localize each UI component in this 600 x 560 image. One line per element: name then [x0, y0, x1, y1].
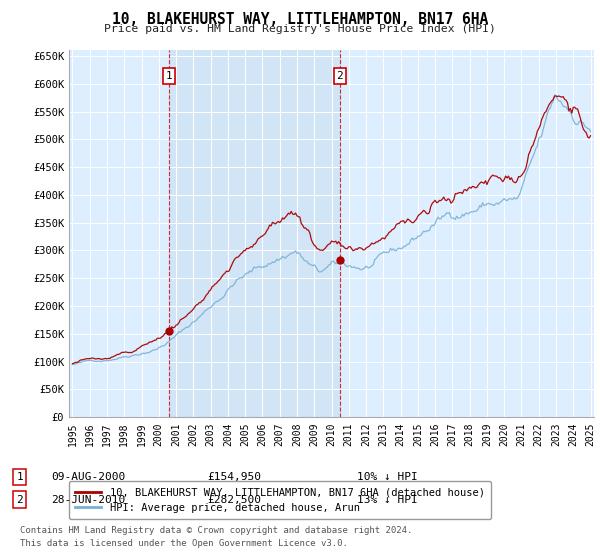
Bar [169, 50, 340, 417]
Text: Contains HM Land Registry data © Crown copyright and database right 2024.: Contains HM Land Registry data © Crown c… [20, 526, 412, 535]
Text: This data is licensed under the Open Government Licence v3.0.: This data is licensed under the Open Gov… [20, 539, 347, 548]
Text: 2: 2 [337, 71, 343, 81]
Text: 1: 1 [16, 472, 23, 482]
Text: £282,500: £282,500 [207, 494, 261, 505]
Text: 10% ↓ HPI: 10% ↓ HPI [357, 472, 418, 482]
Text: 10, BLAKEHURST WAY, LITTLEHAMPTON, BN17 6HA: 10, BLAKEHURST WAY, LITTLEHAMPTON, BN17 … [112, 12, 488, 27]
Text: 2: 2 [16, 494, 23, 505]
Text: 13% ↓ HPI: 13% ↓ HPI [357, 494, 418, 505]
Text: 1: 1 [166, 71, 173, 81]
Text: 28-JUN-2010: 28-JUN-2010 [51, 494, 125, 505]
Text: £154,950: £154,950 [207, 472, 261, 482]
Text: Price paid vs. HM Land Registry's House Price Index (HPI): Price paid vs. HM Land Registry's House … [104, 24, 496, 34]
Text: 09-AUG-2000: 09-AUG-2000 [51, 472, 125, 482]
Legend: 10, BLAKEHURST WAY, LITTLEHAMPTON, BN17 6HA (detached house), HPI: Average price: 10, BLAKEHURST WAY, LITTLEHAMPTON, BN17 … [69, 481, 491, 519]
